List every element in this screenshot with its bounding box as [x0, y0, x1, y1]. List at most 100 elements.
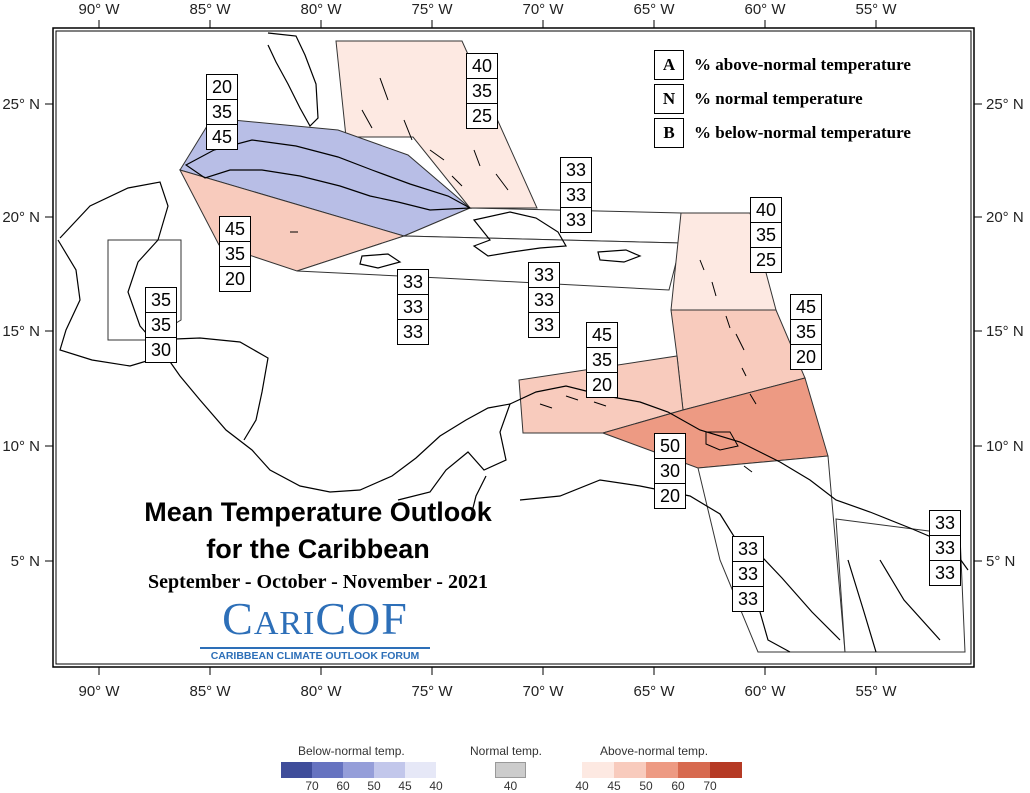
logo-letters-small: ARI	[253, 605, 316, 642]
lat-label: 25° N	[986, 96, 1024, 113]
prob-box-trinidad: 50 30 20	[654, 433, 686, 509]
prob-box-leeward: 40 35 25	[750, 197, 782, 273]
prob-below: 20	[659, 486, 681, 506]
lon-label: 60° W	[744, 1, 786, 18]
prob-box-guyana: 33 33 33	[732, 536, 764, 612]
map-inner-frame	[55, 30, 972, 665]
prob-normal: 30	[655, 459, 685, 484]
prob-normal: 35	[791, 320, 821, 345]
key-text: % above-normal temperature	[694, 55, 911, 74]
colombia	[469, 475, 487, 521]
lat-labels-left: 25° N 20° N 15° N 10° N 5° N	[2, 96, 40, 570]
prob-above: 20	[207, 75, 237, 100]
lat-label: 15° N	[986, 323, 1024, 340]
legend-swatch-above	[678, 762, 710, 778]
cuba	[184, 139, 473, 211]
prob-box-belize-honduras: 35 35 30	[145, 287, 177, 363]
hispaniola	[472, 211, 567, 257]
prob-below: 45	[211, 127, 233, 147]
prob-above: 33	[930, 511, 960, 536]
legend-normal-label: Normal temp.	[470, 744, 543, 758]
prob-above: 45	[587, 323, 617, 348]
prob-below: 33	[737, 589, 759, 609]
lat-label: 10° N	[2, 438, 40, 455]
legend-swatch-below	[312, 762, 343, 778]
lat-label: 20° N	[2, 209, 40, 226]
legend-above-label: Above-normal temp.	[600, 744, 709, 758]
key-letter: N	[654, 84, 684, 114]
prob-below: 20	[795, 347, 817, 367]
logo-letters: COF	[315, 593, 408, 644]
legend-tick-normal: 40	[503, 779, 518, 793]
prob-below: 20	[591, 375, 613, 395]
puerto-rico	[597, 249, 642, 263]
logo-wordmark: CARICOF	[200, 596, 430, 647]
lon-label: 80° W	[300, 683, 342, 700]
logo-letter: C	[222, 593, 254, 644]
lat-label: 5° N	[986, 553, 1015, 570]
lon-label: 70° W	[522, 683, 564, 700]
prob-below: 25	[471, 106, 493, 126]
legend-swatch-above	[614, 762, 646, 778]
key-row-above: A % above-normal temperature	[654, 48, 911, 82]
legend-tick-above: 70	[703, 779, 717, 793]
lon-label: 65° W	[633, 683, 675, 700]
lon-label: 70° W	[522, 1, 564, 18]
prob-box-hispaniola-south: 33 33 33	[528, 262, 560, 338]
prob-normal: 35	[587, 348, 617, 373]
legend-tick-above: 60	[671, 779, 685, 793]
lat-label: 15° N	[2, 323, 40, 340]
legend-swatch-below	[281, 762, 312, 778]
yucatan-central-america	[59, 181, 511, 501]
zone-guyana	[697, 455, 846, 653]
prob-above: 50	[655, 434, 685, 459]
prob-box-bahamas: 40 35 25	[466, 53, 498, 129]
prob-box-jamaica-south: 33 33 33	[397, 269, 429, 345]
lon-label: 75° W	[411, 683, 453, 700]
lon-label: 60° W	[744, 683, 786, 700]
lat-label: 10° N	[986, 438, 1024, 455]
prob-normal: 35	[220, 242, 250, 267]
caricof-logo: CARICOF CARIBBEAN CLIMATE OUTLOOK FORUM	[200, 596, 430, 662]
key-row-normal: N % normal temperature	[654, 82, 911, 116]
trinidad-tobago	[705, 431, 753, 473]
lon-label: 90° W	[78, 1, 120, 18]
key-text: % normal temperature	[694, 89, 863, 108]
legend-swatch-below	[374, 762, 405, 778]
prob-normal: 35	[751, 223, 781, 248]
prob-above: 33	[398, 270, 428, 295]
prob-below: 33	[533, 315, 555, 335]
small-islands	[290, 77, 757, 473]
mexico-west	[57, 239, 151, 367]
honduras-nicaragua	[149, 337, 269, 441]
prob-above: 40	[751, 198, 781, 223]
coastlines	[57, 32, 969, 653]
legend-swatch-below	[405, 762, 436, 778]
prob-above: 45	[220, 217, 250, 242]
prob-box-suriname: 33 33 33	[929, 510, 961, 586]
legend-swatch-normal	[495, 762, 526, 778]
tick-marks	[45, 20, 982, 675]
legend-tick-below: 60	[336, 779, 350, 793]
prob-above: 33	[733, 537, 763, 562]
prob-above: 35	[146, 288, 176, 313]
legend-tick-below: 45	[398, 779, 412, 793]
venezuela-interior	[519, 479, 791, 653]
prob-normal: 35	[146, 313, 176, 338]
forecast-zones	[107, 40, 966, 653]
prob-box-hispaniola-north: 33 33 33	[560, 157, 592, 233]
prob-above: 40	[467, 54, 497, 79]
prob-box-cuba: 20 35 45	[206, 74, 238, 150]
lon-label: 85° W	[189, 683, 231, 700]
lat-label: 20° N	[986, 209, 1024, 226]
guyana-borders	[745, 539, 941, 653]
logo-subtitle: CARIBBEAN CLIMATE OUTLOOK FORUM	[200, 647, 430, 662]
prob-normal: 35	[207, 100, 237, 125]
lon-labels-top: 90° W 85° W 80° W 75° W 70° W 65° W 60° …	[78, 1, 897, 18]
prob-below: 20	[224, 269, 246, 289]
prob-normal: 33	[930, 536, 960, 561]
legend-tick-below: 40	[429, 779, 443, 793]
jamaica	[359, 253, 402, 269]
prob-normal: 33	[529, 288, 559, 313]
prob-below: 30	[150, 340, 172, 360]
